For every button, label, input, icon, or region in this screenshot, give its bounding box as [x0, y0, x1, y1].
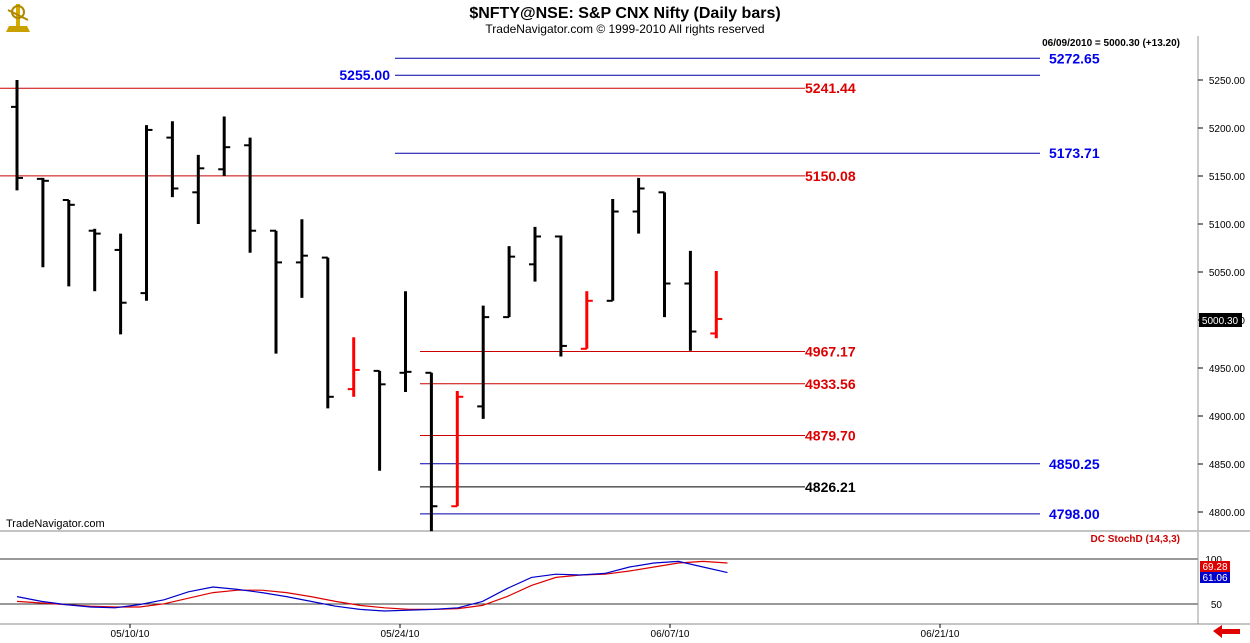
level-label: 4879.70: [805, 427, 856, 443]
last-price-label: 5000.30: [1202, 316, 1239, 327]
y-tick-label: 4950.00: [1209, 364, 1246, 375]
ohlc-bar: [295, 219, 308, 298]
stoch-d-tag: [1200, 572, 1230, 583]
ohlc-bar: [710, 271, 723, 339]
ohlc-bar: [140, 125, 153, 301]
price-axis: 5250.00 5200.00 5150.00 5100.00 5050.00 5000.…: [1198, 76, 1245, 519]
ohlc-bar: [503, 246, 516, 319]
ohlc-bar: [192, 154, 205, 224]
stoch-axis: 100 50: [1205, 555, 1222, 611]
ohlc-bar: [166, 121, 179, 198]
level-label: 4933.56: [805, 376, 856, 392]
y-tick-label: 5050.00: [1209, 268, 1246, 279]
stoch-tick-label: 50: [1211, 600, 1223, 611]
ohlc-bar: [425, 371, 438, 532]
y-tick-label: 5200.00: [1209, 124, 1246, 135]
ohlc-bar: [218, 116, 231, 176]
ohlc-bar: [580, 291, 593, 350]
y-tick-label: 5100.00: [1209, 220, 1246, 231]
level-label: 5150.08: [805, 168, 856, 184]
ohlc-bar: [373, 369, 386, 471]
ohlc-bar: [684, 250, 697, 351]
ohlc-bar: [321, 256, 334, 409]
y-tick-label: 5150.00: [1209, 172, 1246, 183]
y-tick-label: 4800.00: [1209, 508, 1246, 519]
x-tick-label: 06/07/10: [651, 629, 690, 640]
level-label: 4798.00: [1049, 506, 1100, 522]
level-label: 5241.44: [805, 80, 856, 96]
trade-navigator-logo[interactable]: [6, 4, 30, 32]
level-label: 4850.25: [1049, 456, 1100, 472]
level-label: 5272.65: [1049, 50, 1100, 66]
ohlc-bar: [347, 337, 360, 397]
stoch-k-tag: [1200, 561, 1230, 572]
indicator-label: DC StochD (14,3,3): [1091, 534, 1180, 545]
y-tick-label: 4900.00: [1209, 412, 1246, 423]
last-price-marker: 5000.30: [1199, 313, 1242, 327]
level-label: 4826.21: [805, 479, 856, 495]
y-tick-label: 5250.00: [1209, 76, 1246, 87]
price-status: 06/09/2010 = 5000.30 (+13.20): [1042, 38, 1180, 49]
stoch-d-value: 61.06: [1202, 573, 1227, 584]
chart-title: $NFTY@NSE: S&P CNX Nifty (Daily bars): [469, 5, 780, 22]
ohlc-bar: [554, 235, 567, 357]
scroll-left-arrow-icon[interactable]: [1213, 625, 1240, 638]
level-label: 5255.00: [339, 67, 390, 83]
ohlc-bar: [529, 226, 541, 282]
date-axis: 05/10/10 05/24/10 06/07/10 06/21/10: [111, 624, 960, 640]
level-label: 5173.71: [1049, 145, 1100, 161]
chart-subtitle: TradeNavigator.com © 1999-2010 All right…: [485, 22, 764, 36]
level-label: 4967.17: [805, 344, 856, 360]
ohlc-bar: [451, 391, 464, 508]
x-tick-label: 05/24/10: [381, 629, 420, 640]
ohlc-bar: [270, 229, 282, 354]
ohlc-bar: [62, 199, 75, 287]
ohlc-bar: [606, 199, 619, 302]
x-tick-label: 05/10/10: [111, 629, 150, 640]
stoch-k-value: 69.28: [1202, 562, 1227, 573]
y-tick-label: 4850.00: [1209, 460, 1246, 471]
x-tick-label: 06/21/10: [921, 629, 960, 640]
ohlc-bar: [114, 233, 127, 335]
ohlc-bar: [632, 177, 645, 234]
support-resistance-levels: 5272.65 5255.00 5241.44 5173.71 5150.08 4967.…: [0, 50, 1100, 522]
stoch-d-line: [16, 560, 728, 611]
ohlc-bar: [36, 177, 49, 268]
stoch-tick-label: 100: [1205, 555, 1222, 566]
price-bars: [11, 80, 723, 532]
ohlc-bar: [244, 137, 257, 253]
ohlc-bar: [11, 80, 23, 191]
ohlc-bar: [658, 191, 671, 318]
watermark: TradeNavigator.com: [6, 518, 105, 530]
stoch-k-line: [16, 560, 728, 612]
ohlc-bar: [477, 305, 490, 419]
ohlc-bar: [399, 291, 412, 392]
ohlc-bar: [88, 228, 101, 292]
